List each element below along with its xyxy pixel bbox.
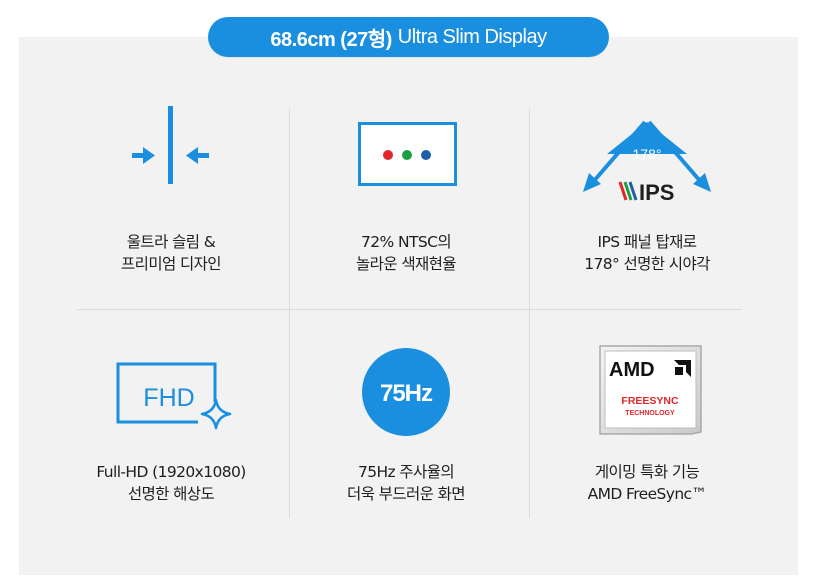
feature-ips-caption: IPS 패널 탑재로 178° 선명한 시야각 <box>531 231 763 275</box>
feature-slim-line1: 울트라 슬림 & <box>126 233 216 251</box>
feature-ntsc-color: 72% NTSC의 놀라운 색재현율 <box>290 100 522 300</box>
feature-fhd: FHD Full-HD (1920x1080) 선명한 해상도 <box>55 340 287 520</box>
amd-logo-text: AMD <box>609 359 655 381</box>
feature-freesync-caption: 게이밍 특화 기능 AMD FreeSync™ <box>531 461 763 505</box>
feature-ntsc-line1: 72% NTSC의 <box>361 233 452 251</box>
freesync-text: FREESYNC <box>621 395 679 407</box>
amd-arrow-icon <box>674 360 691 377</box>
feature-refresh-caption: 75Hz 주사율의 더욱 부드러운 화면 <box>290 461 522 505</box>
ips-viewing-angle-icon: 178° IPS <box>583 120 711 205</box>
ips-logo-text: IPS <box>639 180 674 205</box>
divider-vertical-1 <box>289 108 290 518</box>
feature-fhd-line2: 선명한 해상도 <box>127 485 215 503</box>
feature-ntsc-caption: 72% NTSC의 놀라운 색재현율 <box>290 231 522 275</box>
divider-horizontal <box>77 309 742 310</box>
monitor-color-icon <box>358 122 457 186</box>
title-size: 68.6cm (27형) <box>270 28 392 51</box>
angle-badge: 178° <box>633 146 662 162</box>
feature-ips-line1: IPS 패널 탑재로 <box>597 233 698 251</box>
feature-refresh-line2: 더욱 부드러운 화면 <box>347 485 466 503</box>
feature-freesync: AMD FREESYNC TECHNOLOGY 게이밍 특화 기능 AMD Fr… <box>531 340 763 520</box>
sparkle-icon <box>200 398 232 430</box>
feature-refresh-line1: 75Hz 주사율의 <box>357 463 455 481</box>
divider-vertical-2 <box>529 108 530 518</box>
refresh-rate-icon: 75Hz <box>362 348 450 436</box>
feature-ntsc-line2: 놀라운 색재현율 <box>356 255 457 273</box>
amd-freesync-logo: AMD FREESYNC TECHNOLOGY <box>599 345 702 435</box>
feature-refresh-rate: 75Hz 75Hz 주사율의 더욱 부드러운 화면 <box>290 340 522 520</box>
feature-fhd-line1: Full-HD (1920x1080) <box>96 463 246 481</box>
fhd-badge: FHD <box>143 384 194 412</box>
ips-stripes-icon <box>618 181 638 201</box>
technology-text: TECHNOLOGY <box>625 410 675 417</box>
feature-slim-caption: 울트라 슬림 & 프리미엄 디자인 <box>55 231 287 275</box>
feature-slim-line2: 프리미엄 디자인 <box>121 255 222 273</box>
feature-freesync-line2: AMD FreeSync™ <box>587 485 707 503</box>
feature-freesync-line1: 게이밍 특화 기능 <box>594 463 700 481</box>
feature-ips-angle: 178° IPS IPS 패널 탑재로 178° 선명한 시야각 <box>531 100 763 300</box>
feature-slim-design: 울트라 슬림 & 프리미엄 디자인 <box>55 100 287 300</box>
title-pill: 68.6cm (27형) Ultra Slim Display <box>208 17 609 57</box>
refresh-badge: 75Hz <box>380 380 433 407</box>
feature-ips-line2: 178° 선명한 시야각 <box>584 255 710 273</box>
title-product: Ultra Slim Display <box>397 25 547 48</box>
fhd-sparkle-icon: FHD <box>116 362 232 430</box>
slim-design-icon <box>132 106 209 184</box>
feature-fhd-caption: Full-HD (1920x1080) 선명한 해상도 <box>55 461 287 505</box>
